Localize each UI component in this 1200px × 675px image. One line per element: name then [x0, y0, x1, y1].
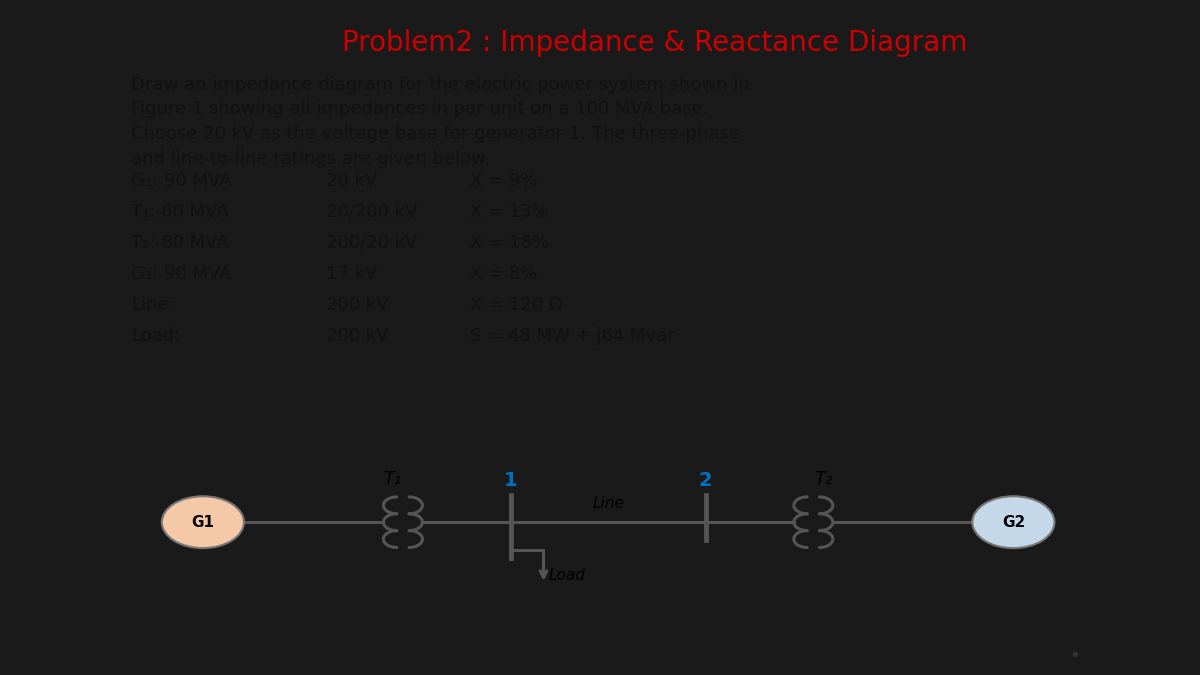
Text: 20/200 kV: 20/200 kV	[326, 202, 418, 221]
Text: X = 120 Ω: X = 120 Ω	[469, 296, 562, 314]
Text: 17 kV: 17 kV	[326, 265, 377, 283]
Circle shape	[972, 496, 1055, 548]
Text: 200 kV: 200 kV	[326, 327, 389, 345]
Text: Line: Line	[593, 495, 624, 510]
Text: Draw an impedance diagram for the electric power system shown in: Draw an impedance diagram for the electr…	[131, 76, 750, 94]
Text: T₁: T₁	[384, 470, 402, 489]
Text: T₂: 80 MVA: T₂: 80 MVA	[131, 234, 229, 252]
Text: 200 kV: 200 kV	[326, 296, 389, 314]
Text: Problem2 : Impedance & Reactance Diagram: Problem2 : Impedance & Reactance Diagram	[342, 28, 967, 57]
Text: G₂: 90 MVA: G₂: 90 MVA	[131, 265, 232, 283]
Text: G1: G1	[191, 514, 215, 530]
Text: Load: Load	[548, 568, 586, 583]
Text: Load:: Load:	[131, 327, 180, 345]
Text: 20 kV: 20 kV	[326, 171, 377, 190]
Text: 200/20 kV: 200/20 kV	[326, 234, 418, 252]
Text: X = 13%: X = 13%	[469, 202, 548, 221]
Text: 2: 2	[698, 470, 713, 490]
Text: G2: G2	[1002, 514, 1025, 530]
Text: Figure 1 showing all impedances in per unit on a 100 MVA base.: Figure 1 showing all impedances in per u…	[131, 101, 709, 118]
Text: and line-to-line ratings are given below.: and line-to-line ratings are given below…	[131, 150, 490, 167]
Circle shape	[162, 496, 244, 548]
Text: T₂: T₂	[815, 470, 833, 489]
Text: S = 48 MW + j64 Mvar: S = 48 MW + j64 Mvar	[469, 327, 674, 345]
Text: X = 9%: X = 9%	[469, 171, 538, 190]
Text: Choose 20 kV as the voltage base for generator 1. The three-phase: Choose 20 kV as the voltage base for gen…	[131, 125, 740, 143]
Text: Line:: Line:	[131, 296, 175, 314]
Text: X = 18%: X = 18%	[469, 234, 548, 252]
Text: G₁: 90 MVA: G₁: 90 MVA	[131, 171, 232, 190]
Text: T₁: 80 MVA: T₁: 80 MVA	[131, 202, 229, 221]
Text: X = 8%: X = 8%	[469, 265, 536, 283]
Text: 1: 1	[504, 470, 517, 490]
